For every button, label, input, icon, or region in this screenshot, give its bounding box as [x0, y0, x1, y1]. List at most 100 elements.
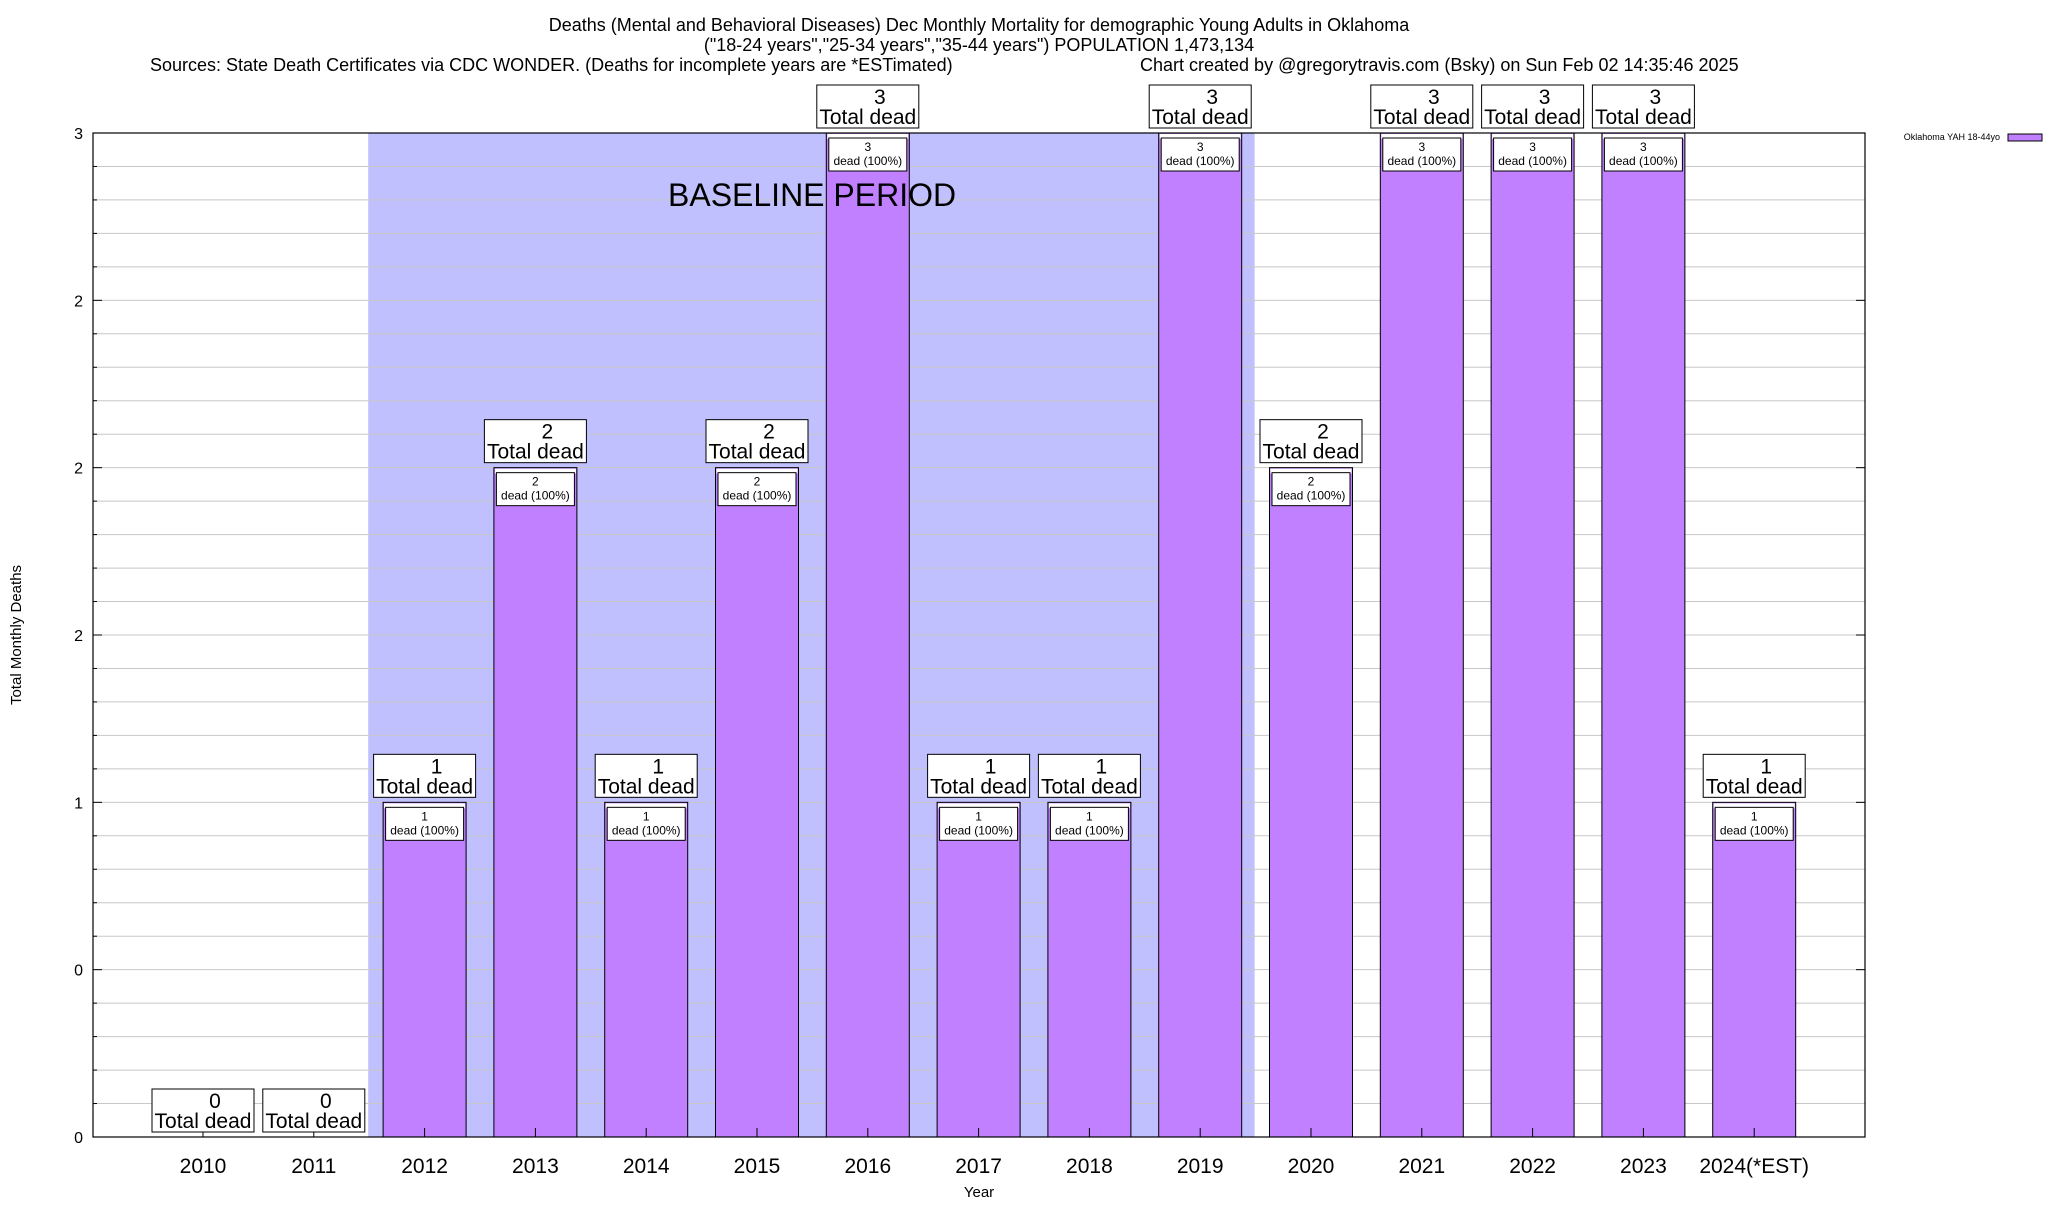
inner-label-box [385, 806, 465, 841]
total-label-value: 2 [763, 421, 775, 444]
inner-label-text: dead (100%) [1609, 154, 1678, 168]
total-label-box [483, 419, 587, 464]
inner-label-text: dead (100%) [1166, 154, 1235, 168]
total-label-box [1702, 753, 1806, 798]
legend-label: Oklahoma YAH 18-44yo [1904, 132, 2000, 142]
total-label-value: 0 [209, 1090, 221, 1113]
bar-top-band [1270, 468, 1352, 474]
inner-label-value: 3 [1640, 140, 1647, 154]
y-axis-label: Total Monthly Deaths [8, 565, 25, 705]
bar [825, 132, 910, 1138]
inner-label-value: 2 [754, 475, 761, 489]
y-tick-label: 2 [74, 628, 83, 645]
bar [1269, 467, 1353, 1138]
inner-label-text: dead (100%) [944, 823, 1013, 837]
x-tick-label: 2021 [1398, 1155, 1445, 1178]
bar [1047, 801, 1132, 1138]
inner-label-text: dead (100%) [833, 154, 902, 168]
bar [1712, 801, 1797, 1138]
bar [1601, 132, 1686, 1138]
total-label-text: Total dead [487, 441, 584, 464]
total-label-box [1591, 84, 1695, 129]
y-tick-label: 1 [74, 795, 83, 812]
bar-top-band [494, 468, 576, 474]
x-tick-label: 2018 [1066, 1155, 1113, 1178]
total-label-value: 1 [1760, 755, 1772, 778]
x-tick-label: 2012 [401, 1155, 448, 1178]
inner-label-value: 2 [532, 475, 539, 489]
total-label-box [373, 753, 477, 798]
total-label-box [1481, 84, 1585, 129]
total-label-text: Total dead [265, 1110, 362, 1133]
total-label-text: Total dead [1152, 106, 1249, 129]
bar-top-band [1713, 803, 1795, 809]
total-label-value: 1 [652, 755, 664, 778]
x-tick-label: 2016 [844, 1155, 891, 1178]
total-label-box [816, 84, 920, 129]
bar-top-band [605, 803, 687, 809]
total-label-box [927, 753, 1031, 798]
x-tick-label: 2011 [291, 1155, 336, 1178]
bar-top-band [1381, 134, 1463, 139]
total-label-value: 2 [542, 421, 554, 444]
total-label-box [262, 1088, 366, 1133]
bar [604, 801, 689, 1138]
bar-top-band [1159, 134, 1241, 139]
total-label-text: Total dead [1041, 775, 1138, 798]
inner-label-box [1493, 137, 1573, 172]
y-tick-label: 0 [74, 963, 83, 980]
total-label-value: 3 [1206, 86, 1218, 109]
total-label-text: Total dead [1484, 106, 1581, 129]
bar-top-band [827, 134, 909, 139]
inner-label-box [1603, 137, 1683, 172]
bar-top-band [938, 803, 1020, 809]
x-tick-label: 2022 [1509, 1155, 1556, 1178]
x-tick-label: 2014 [623, 1155, 670, 1178]
inner-label-value: 3 [1418, 140, 1425, 154]
total-label-box [1148, 84, 1252, 129]
inner-label-box [939, 806, 1019, 841]
x-tick-label: 2019 [1177, 1155, 1224, 1178]
inner-label-box [495, 472, 575, 507]
y-tick-label: 2 [74, 461, 83, 478]
inner-label-value: 3 [1529, 140, 1536, 154]
inner-label-box [606, 806, 686, 841]
total-label-value: 3 [1650, 86, 1662, 109]
bar [1158, 132, 1243, 1138]
y-tick-label: 0 [74, 1130, 83, 1147]
x-tick-label: 2023 [1620, 1155, 1667, 1178]
inner-label-text: dead (100%) [390, 823, 459, 837]
x-axis-label: Year [964, 1184, 994, 1200]
inner-label-box [717, 472, 797, 507]
total-label-box [151, 1088, 255, 1133]
inner-label-text: dead (100%) [1277, 489, 1346, 503]
y-tick-label: 3 [74, 126, 83, 143]
inner-label-value: 1 [1751, 809, 1758, 823]
chart-source-text: Sources: State Death Certificates via CD… [150, 55, 953, 75]
total-label-value: 2 [1317, 421, 1329, 444]
chart-title-line-2: ("18-24 years","25-34 years","35-44 year… [704, 35, 1254, 55]
total-label-value: 3 [1539, 86, 1551, 109]
legend-swatch [2007, 133, 2043, 142]
inner-label-value: 1 [1086, 809, 1093, 823]
x-tick-label: 2013 [512, 1155, 559, 1178]
inner-label-text: dead (100%) [723, 489, 792, 503]
total-label-value: 1 [1096, 755, 1108, 778]
bar [1490, 132, 1575, 1138]
total-label-text: Total dead [155, 1110, 252, 1133]
inner-label-box [1271, 472, 1351, 507]
y-tick-label: 2 [74, 293, 83, 310]
inner-label-value: 1 [421, 809, 428, 823]
total-label-text: Total dead [1373, 106, 1470, 129]
inner-label-value: 1 [975, 809, 982, 823]
bar [936, 801, 1021, 1138]
chart-credit-text: Chart created by @gregorytravis.com (Bsk… [1140, 55, 1739, 75]
inner-label-box [1714, 806, 1794, 841]
x-tick-label: 2015 [734, 1155, 781, 1178]
total-label-text: Total dead [1595, 106, 1692, 129]
bar [493, 467, 578, 1138]
inner-label-text: dead (100%) [1387, 154, 1456, 168]
total-label-value: 1 [431, 755, 443, 778]
total-label-text: Total dead [376, 775, 473, 798]
